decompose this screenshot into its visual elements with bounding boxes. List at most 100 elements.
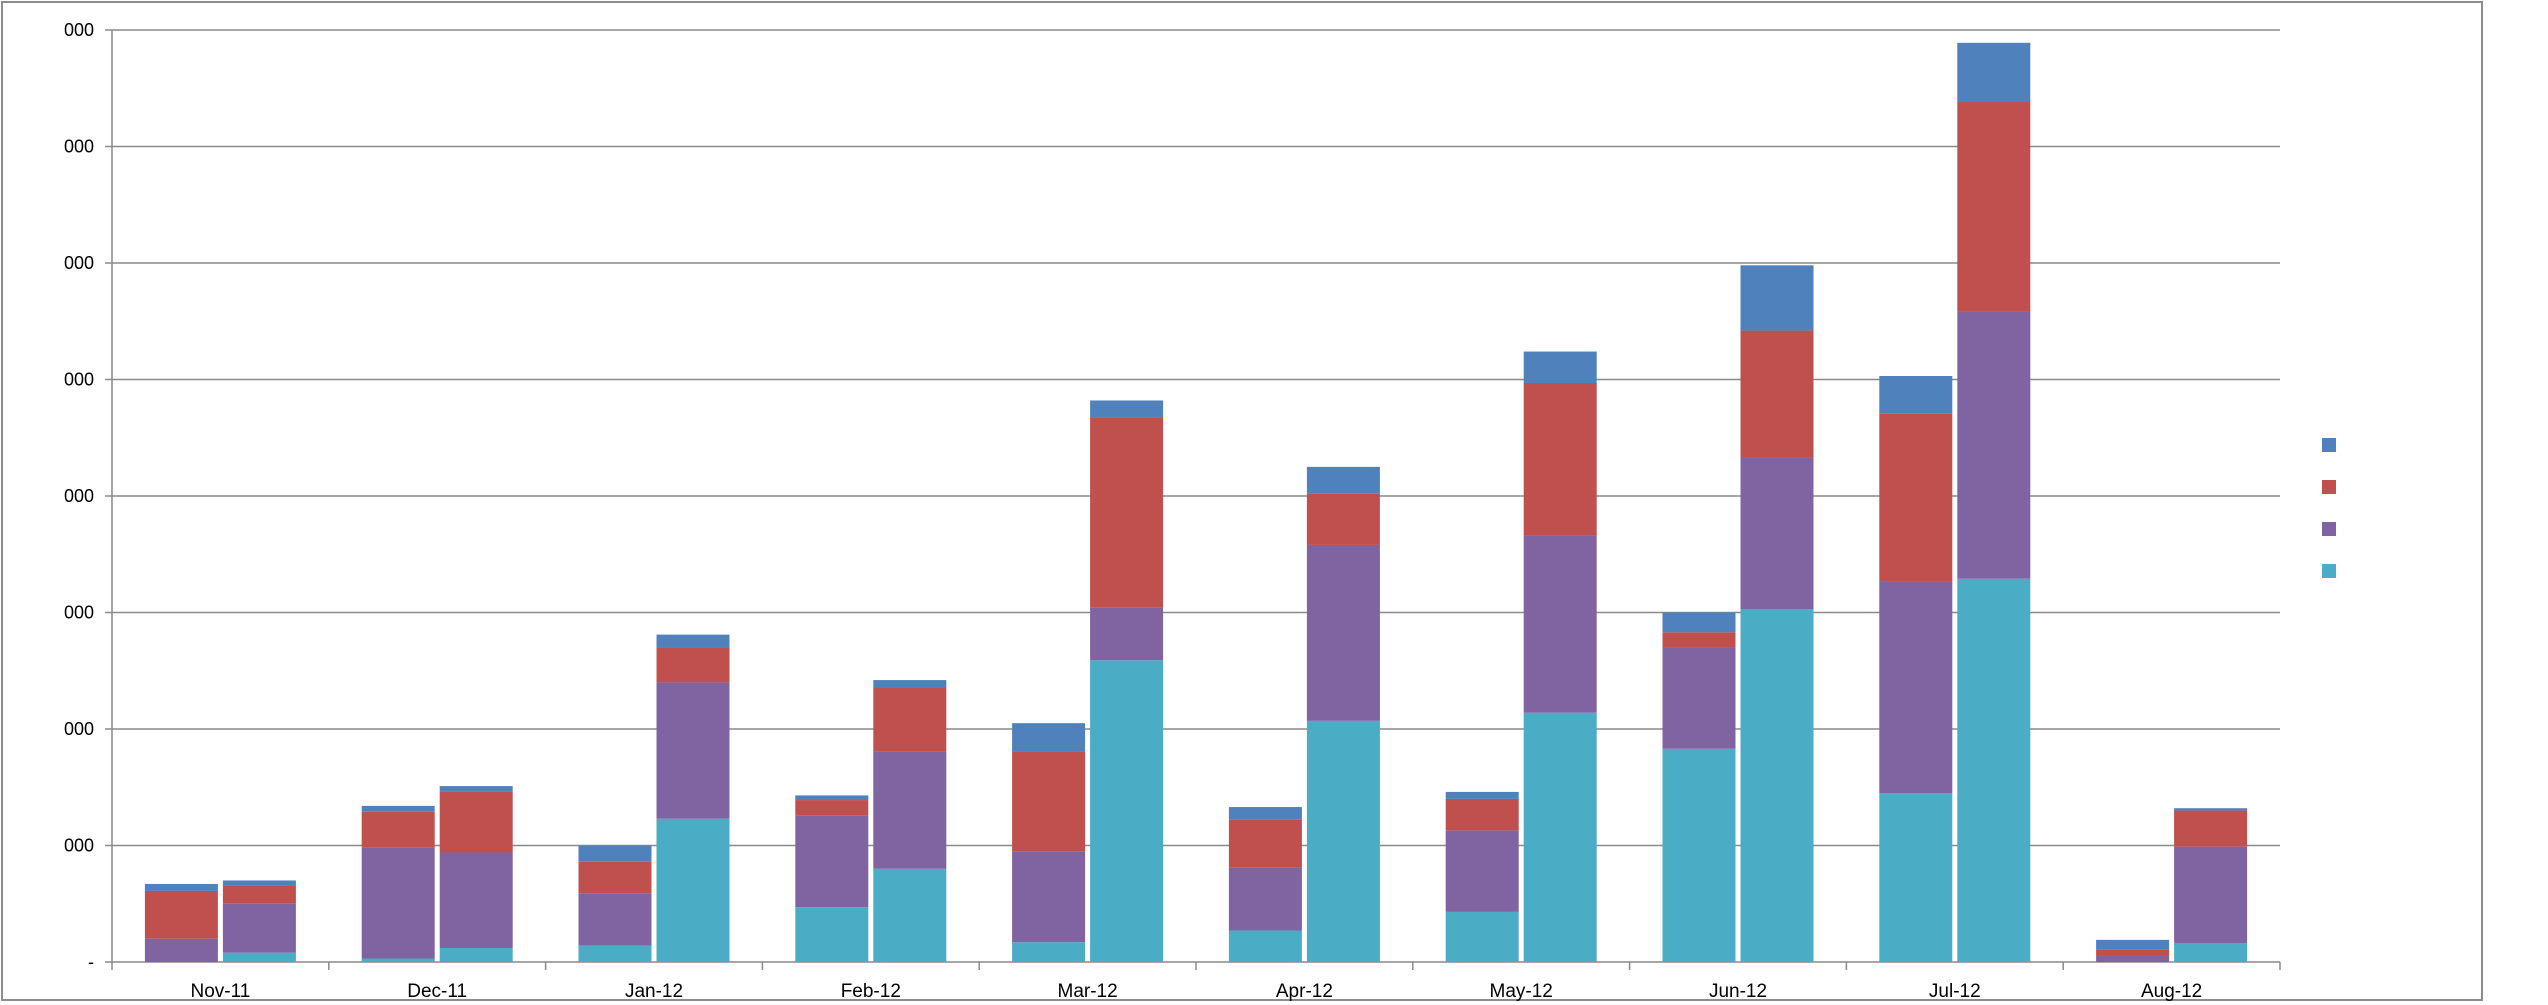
bar-segment bbox=[578, 861, 652, 894]
bar-segment bbox=[656, 682, 730, 819]
y-tick-label: 000 bbox=[64, 836, 94, 856]
x-tick-label: Jan-12 bbox=[625, 981, 683, 1002]
bar-segment bbox=[2096, 939, 2170, 950]
bar-segment bbox=[795, 815, 869, 908]
bar-segment bbox=[1662, 632, 1736, 648]
y-tick-label: 000 bbox=[64, 253, 94, 273]
x-tick-label: Jun-12 bbox=[1709, 981, 1767, 1002]
bar-segment bbox=[795, 907, 869, 962]
y-axis: - 000 000 000 000 000 000 000 000 bbox=[64, 20, 113, 972]
bar-segment bbox=[2174, 808, 2248, 811]
legend-swatch bbox=[2322, 522, 2336, 536]
bar-segment bbox=[1662, 612, 1736, 633]
y-tick-label: 000 bbox=[64, 719, 94, 739]
x-tick-label: Dec-11 bbox=[407, 981, 467, 1002]
legend-swatch bbox=[2322, 480, 2336, 494]
bar-segment bbox=[795, 800, 869, 816]
legend-swatch bbox=[2322, 564, 2336, 578]
bar-segment bbox=[1523, 351, 1597, 383]
bar-segment bbox=[144, 938, 218, 962]
bar-segment bbox=[1012, 851, 1086, 943]
bar-segment bbox=[578, 893, 652, 946]
x-tick-label: Feb-12 bbox=[841, 981, 901, 1002]
bar-segment bbox=[1306, 720, 1380, 962]
x-tick-label: Aug-12 bbox=[2141, 981, 2202, 1002]
y-tick-label: 000 bbox=[64, 137, 94, 157]
bar-segment bbox=[361, 847, 435, 959]
bar-segment bbox=[1879, 581, 1953, 794]
y-tick-label: - bbox=[88, 952, 94, 972]
bar-segment bbox=[1957, 311, 2031, 579]
bar-segment bbox=[1306, 493, 1380, 545]
bar-segment bbox=[1090, 607, 1164, 661]
bar-segment bbox=[361, 805, 435, 812]
bar-segment bbox=[873, 687, 947, 752]
x-tick-label: Mar-12 bbox=[1058, 981, 1118, 1002]
x-tick-label: Apr-12 bbox=[1276, 981, 1333, 1002]
bar-segment bbox=[144, 883, 218, 891]
bar-segment bbox=[439, 948, 513, 962]
bar-segment bbox=[656, 647, 730, 683]
bar-segment bbox=[1879, 413, 1953, 582]
bar-segment bbox=[2174, 943, 2248, 962]
bar-segment bbox=[1740, 330, 1814, 458]
bar-segment bbox=[873, 751, 947, 869]
bar-segment bbox=[361, 958, 435, 962]
bar-segment bbox=[1090, 400, 1164, 418]
x-tick-label: May-12 bbox=[1490, 981, 1553, 1002]
bar-segment bbox=[1957, 42, 2031, 102]
bar-segment bbox=[1523, 712, 1597, 962]
bar-segment bbox=[578, 845, 652, 862]
bar-segment bbox=[1662, 748, 1736, 962]
bar-segment bbox=[1228, 819, 1302, 868]
bar-segment bbox=[1740, 609, 1814, 962]
bar-segment bbox=[439, 852, 513, 949]
bar-segment bbox=[1445, 911, 1519, 962]
legend-swatch bbox=[2322, 438, 2336, 452]
bar-segment bbox=[1090, 660, 1164, 962]
bar-segment bbox=[1445, 791, 1519, 799]
bar-segment bbox=[144, 890, 218, 939]
bar-segment bbox=[656, 634, 730, 648]
bar-segment bbox=[1445, 830, 1519, 912]
bar-segment bbox=[1012, 942, 1086, 962]
bar-segment bbox=[795, 795, 869, 801]
bar-segment bbox=[1090, 417, 1164, 608]
bar-segment bbox=[1879, 376, 1953, 414]
bar-segment bbox=[1306, 466, 1380, 494]
bar-segment bbox=[656, 818, 730, 962]
bar-segment bbox=[1306, 544, 1380, 721]
bar-segment bbox=[361, 811, 435, 848]
y-tick-label: 000 bbox=[64, 370, 94, 390]
bar-segment bbox=[1740, 457, 1814, 610]
bar-segment bbox=[439, 791, 513, 853]
bar-segment bbox=[1228, 930, 1302, 962]
x-tick-label: Jul-12 bbox=[1929, 981, 1981, 1002]
bar-segment bbox=[222, 903, 296, 953]
legend bbox=[2322, 438, 2336, 578]
bar-segment bbox=[1228, 807, 1302, 820]
bar-segment bbox=[2096, 955, 2170, 962]
bar-segment bbox=[1523, 535, 1597, 713]
y-tick-label: 000 bbox=[64, 486, 94, 506]
y-tick-label: 000 bbox=[64, 603, 94, 623]
bar-segment bbox=[222, 952, 296, 962]
bar-segment bbox=[1879, 793, 1953, 962]
bar-segment bbox=[1228, 867, 1302, 931]
bar-segment bbox=[1523, 382, 1597, 536]
bar-segment bbox=[1445, 798, 1519, 831]
bar-segment bbox=[1012, 723, 1086, 752]
x-tick-label: Nov-11 bbox=[190, 981, 250, 1002]
bar-segment bbox=[1957, 578, 2031, 962]
bar-segment bbox=[1662, 647, 1736, 749]
bar-segment bbox=[2174, 846, 2248, 944]
bar-segment bbox=[578, 945, 652, 962]
bar-segment bbox=[873, 868, 947, 962]
bar-segment bbox=[439, 786, 513, 792]
bar-segment bbox=[1012, 751, 1086, 852]
bar-segment bbox=[2096, 949, 2170, 956]
bar-segment bbox=[873, 680, 947, 688]
bar-segment bbox=[222, 885, 296, 904]
bar-segment bbox=[2174, 810, 2248, 847]
